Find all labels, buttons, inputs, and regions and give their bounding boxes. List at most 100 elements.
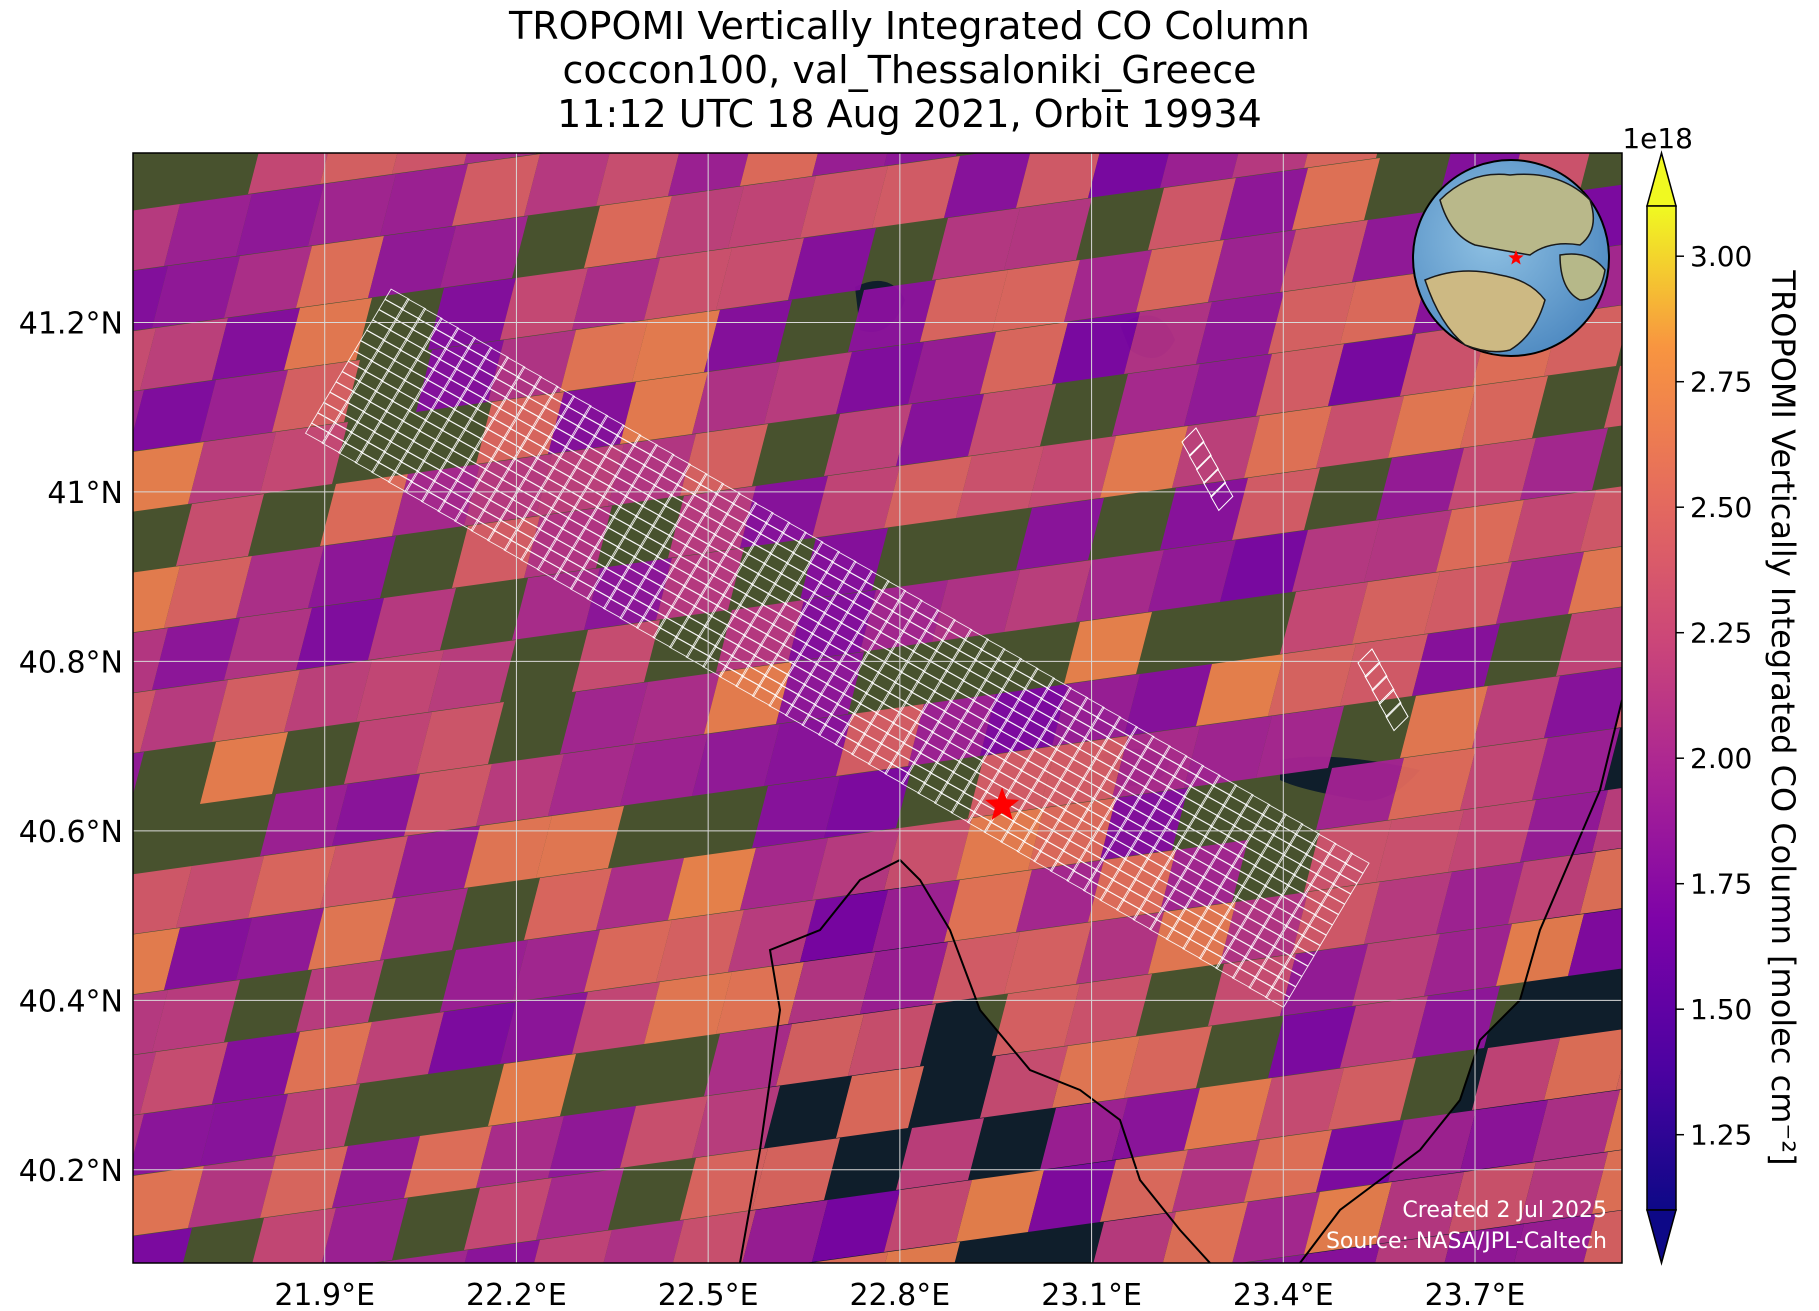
co-pixel: [284, 1022, 372, 1094]
co-pixel: [1052, 312, 1140, 384]
co-pixel: [1424, 924, 1512, 996]
footprint-cell: [632, 434, 658, 456]
co-pixel: [548, 1106, 636, 1178]
co-pixel: [812, 153, 888, 176]
footprint-cell: [1311, 833, 1337, 855]
footprint-cell: [814, 541, 841, 563]
colorbar-extend-max: [1646, 150, 1677, 207]
co-pixel: [188, 1156, 276, 1228]
co-pixel: [1040, 736, 1128, 808]
co-pixel: [308, 536, 396, 608]
co-pixel: [212, 308, 300, 380]
co-pixel: [752, 776, 840, 848]
co-pixel: [416, 702, 504, 774]
co-pixel: [896, 394, 984, 466]
co-pixel: [1436, 500, 1524, 572]
co-pixel: [1412, 986, 1500, 1058]
footprint-cell: [1145, 735, 1172, 758]
co-pixel: [860, 942, 948, 1014]
co-pixel: [824, 404, 912, 476]
co-pixel: [560, 320, 648, 392]
co-pixel: [133, 690, 156, 753]
map-area[interactable]: [44, 90, 1752, 1311]
footprint-cell: [732, 492, 758, 514]
footprint-cell: [1178, 755, 1205, 777]
footprint-cell: [798, 531, 824, 553]
footprint-cell: [1029, 667, 1056, 689]
co-pixel: [1328, 334, 1416, 406]
co-pixel: [1568, 546, 1622, 614]
colorbar-tick-label: 2.75: [1690, 366, 1752, 399]
co-pixel: [404, 1126, 492, 1198]
co-pixel: [620, 1096, 708, 1168]
co-pixel: [644, 248, 732, 320]
co-pixel: [1472, 676, 1560, 748]
co-pixel: [884, 1180, 972, 1252]
colorbar-gradient: [1646, 205, 1677, 1211]
footprint-cell: [1371, 674, 1395, 705]
co-pixel: [992, 984, 1080, 1056]
footprint-cell: [1228, 784, 1254, 806]
colorbar-tick-label: 1.50: [1690, 993, 1752, 1026]
co-pixel: [380, 888, 468, 960]
co-pixel: [1112, 726, 1200, 798]
co-pixel: [1496, 914, 1584, 986]
co-pixel: [1148, 1264, 1236, 1311]
co-pixel: [1496, 552, 1584, 624]
colorbar-tick-label: 2.50: [1690, 491, 1752, 524]
co-pixel: [692, 724, 780, 796]
co-pixel: [512, 568, 600, 640]
footprint-cell: [1079, 696, 1105, 719]
co-pixel: [872, 156, 960, 228]
co-pixel: [1052, 674, 1140, 746]
co-pixel: [1376, 448, 1464, 520]
co-pixel: [133, 328, 156, 391]
co-pixel: [1064, 974, 1152, 1046]
co-pixel: [1340, 272, 1428, 344]
co-pixel: [1124, 302, 1212, 374]
co-pixel: [1184, 716, 1272, 788]
co-pixel: [1604, 1089, 1622, 1152]
co-pixel: [236, 546, 324, 618]
colorbar-ticks: 3.00 2.75 2.50 2.25 2.00 1.75 1.50 1.25: [1676, 240, 1752, 1152]
footprint-cell: [1385, 701, 1409, 732]
co-pixel: [812, 828, 900, 900]
co-pixel: [1100, 426, 1188, 498]
co-pixel: [164, 194, 252, 266]
co-pixel: [1280, 582, 1368, 654]
co-pixel: [1208, 954, 1296, 1026]
site-star-marker[interactable]: [985, 787, 1020, 820]
co-pixel: [1076, 550, 1164, 622]
co-pixel: [1160, 153, 1239, 188]
co-pixel: [44, 90, 132, 162]
co-pixel: [392, 826, 480, 898]
co-pixel: [1064, 612, 1152, 684]
footprint-cell: [947, 619, 973, 641]
co-pixel: [524, 868, 612, 940]
source-note: Source: NASA/JPL-Caltech: [1326, 1229, 1607, 1254]
co-pixel: [1280, 220, 1368, 292]
co-pixel: [1340, 996, 1428, 1068]
footprint-cell: [417, 307, 443, 330]
co-pixel: [200, 370, 288, 442]
co-pixel: [968, 384, 1056, 456]
footprint-cell: [1212, 774, 1238, 796]
co-pixel: [596, 153, 680, 206]
co-pixel: [284, 298, 372, 370]
co-pixel: [512, 930, 600, 1002]
co-pixel: [1520, 428, 1608, 500]
co-pixel: [1112, 364, 1200, 436]
co-pixel: [296, 236, 384, 308]
co-pixel: [1160, 478, 1248, 550]
co-pixel: [133, 380, 216, 452]
co-pixel: [764, 352, 852, 424]
co-pixel: [656, 548, 744, 620]
co-pixel: [944, 153, 1031, 218]
co-pixel: [656, 910, 744, 982]
co-pixel: [356, 650, 444, 722]
co-pixel: [392, 153, 467, 174]
co-pixel: [1136, 240, 1224, 312]
co-pixel: [321, 1198, 408, 1263]
co-pixel: [1004, 198, 1092, 270]
footprint-cell: [897, 589, 923, 612]
